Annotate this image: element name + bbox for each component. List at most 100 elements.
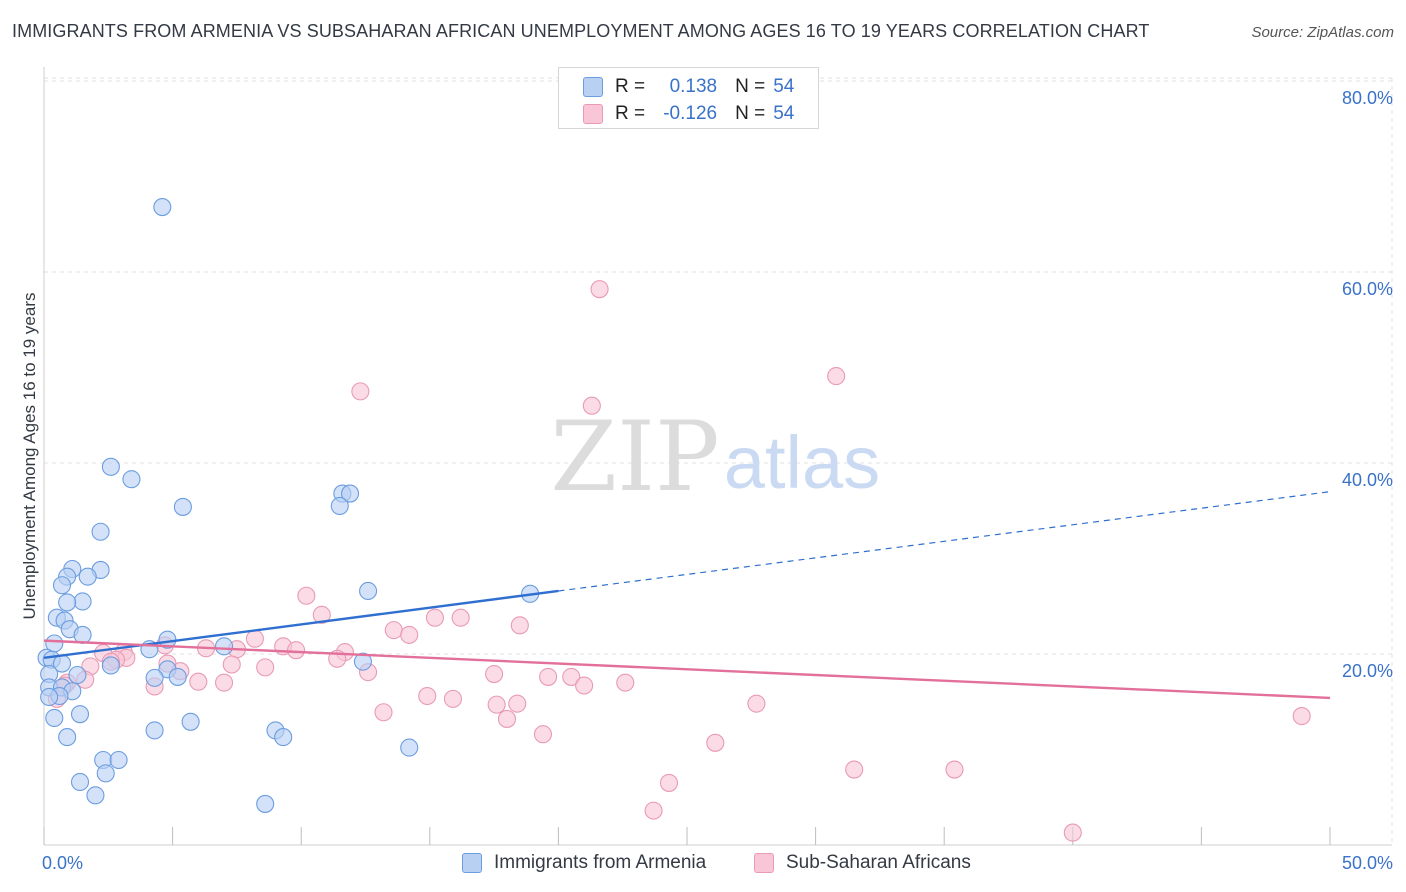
armenia-point xyxy=(168,667,187,686)
sub-saharan-point xyxy=(400,625,419,644)
sub-saharan-point xyxy=(497,709,517,728)
armenia-point xyxy=(70,772,90,792)
y-tick-label: 20.0% xyxy=(1342,661,1393,681)
sub-saharan-trend-line xyxy=(43,639,1331,700)
armenia-point xyxy=(122,470,141,489)
armenia-point xyxy=(181,712,200,731)
sub-saharan-point xyxy=(451,608,470,627)
armenia-point xyxy=(86,786,105,805)
bottom-legend-label-sub-saharan: Sub-Saharan Africans xyxy=(786,852,971,873)
sub-saharan-point xyxy=(189,672,208,691)
legend: R = 0.138 N = 54 R = -0.126 N = 54 xyxy=(558,67,819,129)
x-tick-label: 0.0% xyxy=(42,853,83,873)
sub-saharan-point xyxy=(256,658,275,677)
armenia-trend-line-extension xyxy=(558,491,1331,592)
sub-saharan-point xyxy=(539,667,558,686)
sub-saharan-point xyxy=(562,667,581,686)
armenia-point xyxy=(353,652,372,671)
bottom-legend-swatch-blue xyxy=(462,853,482,873)
sub-saharan-point xyxy=(575,676,594,695)
legend-n-label: N = xyxy=(735,103,766,124)
armenia-point xyxy=(58,728,77,747)
y-tick-label: 60.0% xyxy=(1342,279,1393,299)
sub-saharan-point xyxy=(312,605,331,624)
sub-saharan-point xyxy=(747,694,766,713)
watermark: ZIP atlas xyxy=(550,401,880,513)
sub-saharan-point xyxy=(644,801,663,820)
sub-saharan-point xyxy=(533,725,553,744)
armenia-point xyxy=(145,721,164,740)
sub-saharan-point xyxy=(827,367,846,386)
armenia-point xyxy=(96,764,115,783)
sub-saharan-point xyxy=(214,673,234,692)
armenia-point xyxy=(274,728,293,747)
sub-saharan-point xyxy=(582,396,601,415)
sub-saharan-point xyxy=(222,655,241,674)
legend-row-armenia: R = 0.138 N = 54 xyxy=(583,75,794,99)
armenia-point xyxy=(145,668,164,687)
armenia-point xyxy=(91,522,110,541)
armenia-point xyxy=(153,198,172,217)
y-tick-label: 80.0% xyxy=(1342,88,1393,108)
sub-saharan-point xyxy=(616,673,635,692)
armenia-trend-line xyxy=(43,589,559,660)
armenia-point xyxy=(359,581,378,601)
watermark-zip: ZIP xyxy=(550,401,719,513)
armenia-point xyxy=(109,750,128,770)
legend-r-value: -0.126 xyxy=(663,103,718,124)
watermark-atlas: atlas xyxy=(724,421,880,504)
sub-saharan-point xyxy=(351,382,370,401)
legend-r-value: 0.138 xyxy=(669,76,718,97)
sub-saharan-point xyxy=(945,760,964,779)
legend-n-value: 54 xyxy=(773,103,795,124)
bottom-legend-sub-saharan[interactable]: Sub-Saharan Africans xyxy=(754,852,971,874)
armenia-point xyxy=(73,592,92,611)
legend-r-label: R = xyxy=(615,103,646,124)
sub-saharan-point xyxy=(443,689,462,708)
sub-saharan-point xyxy=(590,280,609,299)
legend-n-label: N = xyxy=(735,76,766,97)
bottom-legend-swatch-pink xyxy=(754,853,774,873)
sub-saharan-point xyxy=(287,641,306,660)
armenia-point xyxy=(214,637,234,656)
armenia-point xyxy=(70,705,90,724)
armenia-point xyxy=(101,457,120,476)
x-tick-label: 50.0% xyxy=(1342,853,1393,873)
armenia-point xyxy=(58,593,77,612)
armenia-point xyxy=(173,497,192,516)
legend-n-value: 54 xyxy=(773,76,795,97)
sub-saharan-point xyxy=(374,703,393,722)
armenia-point xyxy=(52,576,72,595)
bottom-legend-armenia[interactable]: Immigrants from Armenia xyxy=(462,852,706,874)
source-attribution: Source: ZipAtlas.com xyxy=(1251,24,1394,41)
sub-saharan-point xyxy=(245,629,264,648)
armenia-point xyxy=(78,567,97,586)
sub-saharan-point xyxy=(1063,823,1082,842)
armenia-point xyxy=(73,625,92,644)
armenia-point xyxy=(330,496,349,516)
sub-saharan-point xyxy=(418,686,437,706)
chart-title: IMMIGRANTS FROM ARMENIA VS SUBSAHARAN AF… xyxy=(12,21,1150,41)
armenia-point xyxy=(40,687,59,707)
series-armenia-points xyxy=(37,198,540,813)
sub-saharan-point xyxy=(487,695,506,714)
y-tick-label: 40.0% xyxy=(1342,470,1393,490)
legend-r-label: R = xyxy=(615,76,646,97)
sub-saharan-point xyxy=(706,733,725,752)
armenia-point xyxy=(341,484,360,503)
sub-saharan-point xyxy=(297,586,316,605)
legend-swatch-blue xyxy=(583,77,603,97)
sub-saharan-point xyxy=(659,773,679,792)
trend-lines xyxy=(43,491,1331,700)
sub-saharan-point xyxy=(845,760,864,779)
sub-saharan-point xyxy=(384,621,403,640)
sub-saharan-point xyxy=(1292,707,1311,726)
bottom-legend-label-armenia: Immigrants from Armenia xyxy=(494,852,707,873)
armenia-point xyxy=(256,794,275,813)
axes xyxy=(43,67,1392,846)
sub-saharan-point xyxy=(508,694,527,713)
sub-saharan-point xyxy=(485,665,504,684)
sub-saharan-point xyxy=(425,608,444,627)
sub-saharan-point xyxy=(510,616,529,635)
